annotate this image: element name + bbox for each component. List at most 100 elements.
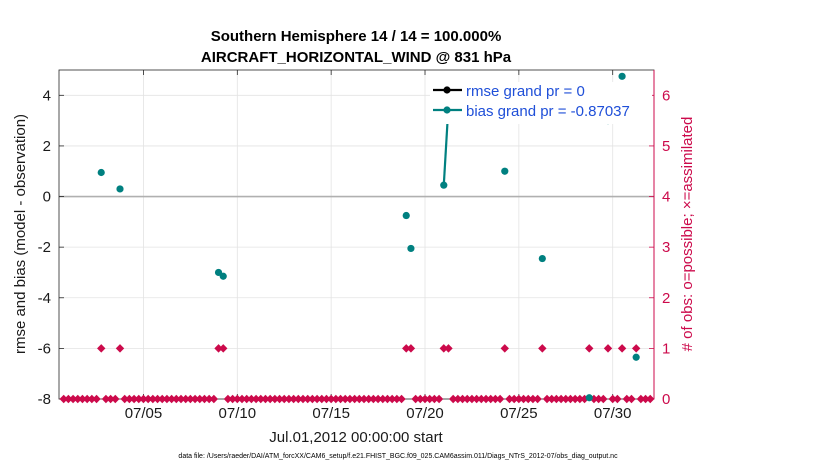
obs-count-zero-marker (101, 394, 111, 404)
obs-count-zero-marker (373, 394, 383, 404)
obs-count-marker (603, 344, 613, 353)
obs-count-zero-marker (64, 394, 73, 404)
obs-count-zero-marker (336, 394, 345, 404)
obs-count-zero-marker (270, 394, 280, 404)
obs-count-zero-marker (326, 394, 336, 404)
obs-count-zero-marker (129, 394, 139, 404)
obs-count-zero-marker (167, 394, 176, 404)
obs-count-zero-marker (209, 394, 219, 404)
obs-count-zero-marker (547, 394, 556, 404)
legend-bias-label: bias grand pr = -0.87037 (466, 103, 630, 120)
y-axis-label-left: rmse and bias (model - observation) (12, 114, 29, 354)
obs-count-zero-marker (143, 394, 153, 404)
obs-count-zero-marker (317, 394, 326, 404)
obs-count-zero-marker (82, 394, 92, 404)
chart-title-line2: AIRCRAFT_HORIZONTAL_WIND @ 831 hPa (201, 49, 512, 66)
bias-point (219, 272, 227, 280)
obs-count-marker (631, 344, 641, 353)
obs-count-marker (115, 344, 125, 353)
obs-count-zero-marker (256, 394, 265, 404)
obs-count-zero-marker (411, 394, 420, 404)
obs-count-zero-marker (472, 394, 481, 404)
obs-count-zero-marker (158, 394, 167, 404)
obs-count-marker (439, 344, 448, 353)
obs-count-zero-marker (636, 394, 646, 404)
obs-count-zero-marker (125, 394, 134, 404)
obs-count-zero-marker (331, 394, 341, 404)
obs-count-zero-marker (148, 394, 158, 404)
obs-count-zero-marker (111, 394, 120, 404)
obs-count-zero-marker (369, 394, 378, 404)
obs-count-zero-marker (359, 394, 369, 404)
bias-point (618, 72, 626, 80)
obs-count-zero-marker (204, 394, 214, 404)
obs-count-zero-marker (434, 394, 444, 404)
legend-box (430, 82, 652, 124)
obs-count-zero-marker (247, 394, 256, 404)
obs-count-zero-marker (594, 394, 603, 404)
obs-count-zero-marker (322, 394, 331, 404)
obs-count-zero-marker (387, 394, 397, 404)
obs-count-zero-marker (153, 394, 162, 404)
bias-point (440, 181, 448, 189)
obs-count-zero-marker (467, 394, 477, 404)
obs-count-zero-marker (608, 394, 617, 404)
obs-count-zero-marker (641, 394, 650, 404)
bias-point (538, 254, 546, 263)
x-tick-label: 07/15 (312, 405, 350, 422)
chart-title-line1: Southern Hemisphere 14 / 14 = 100.000% (211, 28, 502, 45)
obs-count-zero-marker (613, 394, 622, 404)
obs-count-zero-marker (580, 394, 589, 404)
x-tick-label: 07/30 (594, 405, 632, 422)
obs-count-zero-marker (570, 394, 580, 404)
obs-count-zero-marker (139, 394, 148, 404)
legend: rmse grand pr = 0 bias grand pr = -0.870… (430, 82, 652, 124)
obs-count-zero-marker (566, 394, 575, 404)
obs-count-marker (500, 344, 509, 353)
bias-point (97, 168, 105, 177)
y-tick-label-right: 2 (662, 290, 670, 307)
obs-count-zero-marker (556, 394, 566, 404)
obs-count-zero-marker (223, 394, 233, 404)
obs-count-zero-marker (228, 394, 237, 404)
y-tick-label-left: 2 (43, 138, 51, 155)
obs-count-zero-marker (233, 394, 242, 404)
obs-count-zero-marker (524, 394, 533, 404)
obs-count-zero-marker (425, 394, 434, 404)
obs-count-zero-marker (505, 394, 514, 404)
obs-count-marker (219, 344, 228, 353)
obs-count-zero-marker (509, 394, 519, 404)
obs-count-zero-marker (87, 394, 97, 404)
obs-count-zero-marker (453, 394, 463, 404)
obs-count-marker (585, 344, 594, 353)
y-tick-label-right: 3 (662, 239, 670, 256)
obs-count-zero-marker (303, 394, 312, 404)
ticks: 07/05 07/10 07/15 07/20 07/25 07/30 4 2 0 -2 -4 -6 -… (38, 70, 670, 422)
obs-count-marker (406, 344, 416, 353)
y-tick-label-right: 5 (662, 138, 670, 155)
obs-count-zero-marker (120, 394, 129, 404)
y-tick-label-left: 4 (43, 87, 51, 104)
y-tick-label-right: 0 (662, 391, 670, 408)
obs-count-zero-marker (294, 394, 303, 404)
obs-count-zero-marker (176, 394, 186, 404)
obs-count-zero-marker (463, 394, 472, 404)
obs-count-zero-marker (275, 394, 284, 404)
y-tick-label-right: 4 (662, 189, 670, 206)
data-marks (59, 72, 655, 404)
obs-count-zero-marker (599, 394, 608, 404)
y-tick-label-right: 1 (662, 340, 670, 357)
legend-rmse-label: rmse grand pr = 0 (466, 83, 585, 100)
obs-count-zero-marker (575, 394, 585, 404)
obs-count-zero-marker (341, 394, 350, 404)
obs-count-zero-marker (195, 394, 204, 404)
legend-rmse-marker (443, 86, 451, 94)
obs-count-zero-marker (312, 394, 322, 404)
obs-count-zero-marker (416, 394, 425, 404)
obs-count-zero-marker (190, 394, 200, 404)
obs-count-zero-marker (181, 394, 190, 404)
obs-count-zero-marker (172, 394, 181, 404)
obs-count-zero-marker (237, 394, 247, 404)
x-tick-label: 07/05 (125, 405, 163, 422)
obs-count-zero-marker (261, 394, 270, 404)
